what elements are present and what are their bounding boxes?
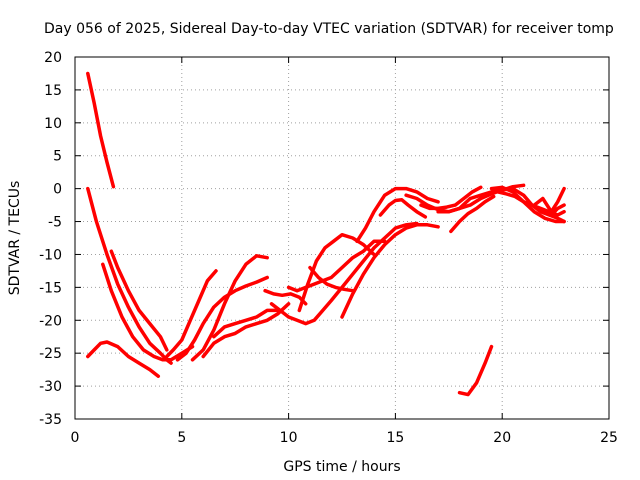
series-arc-9 <box>201 302 291 359</box>
series-arc-15 <box>308 265 355 293</box>
y-tick-label: -25 <box>39 346 62 362</box>
series-arc-3 <box>101 262 195 362</box>
series-arc-5 <box>86 340 161 378</box>
series-arc-26 <box>511 186 566 224</box>
x-tick-label: 5 <box>177 430 186 446</box>
series-arc-7 <box>175 275 269 362</box>
series-arc-17 <box>355 186 440 244</box>
series-arc-11 <box>263 288 308 306</box>
series-arc-27 <box>532 186 566 214</box>
y-tick-label: -15 <box>39 280 62 296</box>
y-tick-label: -20 <box>39 313 62 329</box>
series-group <box>86 71 566 397</box>
x-axis-title: GPS time / hours <box>283 459 400 475</box>
series-arc-21 <box>436 183 526 214</box>
y-tick-label: 15 <box>44 83 62 99</box>
grid-lines <box>75 57 609 419</box>
plot-frame <box>74 56 610 420</box>
series-arc-4 <box>109 249 169 352</box>
x-tick-label: 10 <box>280 430 298 446</box>
series-arc-18 <box>378 198 428 219</box>
series-arc-14 <box>297 232 376 313</box>
x-tick-label: 20 <box>493 430 511 446</box>
series-arc-12 <box>269 221 419 326</box>
series-arc-23 <box>457 344 494 397</box>
series-arc-8 <box>190 254 269 362</box>
series-arc-28 <box>549 203 566 217</box>
series-arc-20 <box>419 185 483 211</box>
chart-title: Day 056 of 2025, Sidereal Day-to-day VTE… <box>44 21 614 37</box>
axis-ticks: 0 5 10 15 20 25 20 15 10 5 0 -5 -10 -15 -20 -25 -30 -35 <box>39 50 618 446</box>
x-tick-label: 25 <box>600 430 618 446</box>
y-tick-label: 0 <box>53 182 62 198</box>
series-arc-10 <box>212 308 280 339</box>
series-arc-24 <box>489 185 566 224</box>
y-tick-label: 20 <box>44 50 62 66</box>
series-arc-6 <box>165 269 218 359</box>
x-tick-label: 15 <box>386 430 404 446</box>
y-tick-label: -30 <box>39 379 62 395</box>
series-arc-1 <box>86 71 116 189</box>
y-axis-title: SDTVAR / TECUs <box>7 181 23 296</box>
y-tick-label: -10 <box>39 247 62 263</box>
x-tick-label: 0 <box>71 430 80 446</box>
y-tick-label: -35 <box>39 412 62 428</box>
series-arc-22 <box>449 194 496 234</box>
y-tick-label: 10 <box>44 116 62 132</box>
y-tick-label: -5 <box>48 215 62 231</box>
series-arc-2 <box>86 186 173 365</box>
y-tick-label: 5 <box>53 149 62 165</box>
series-arc-16 <box>340 223 440 319</box>
